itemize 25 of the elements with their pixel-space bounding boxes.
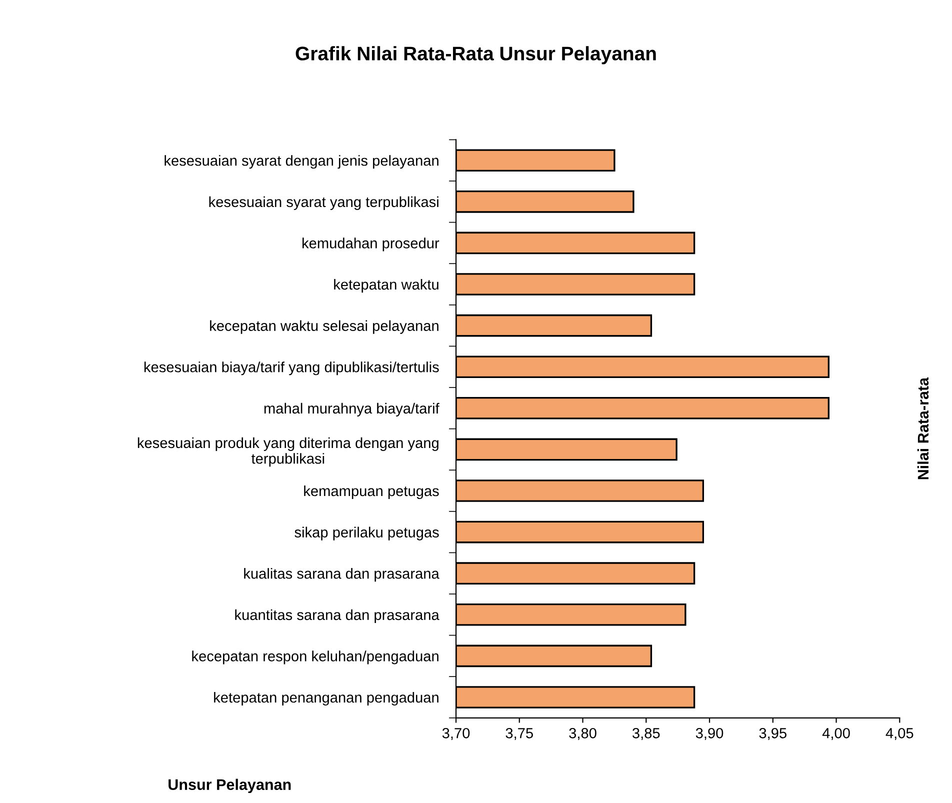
chart-title: Grafik Nilai Rata-Rata Unsur Pelayanan <box>296 46 656 64</box>
y-tick-label: kesesuaian biaya/tarif yang dipublikasi/tertulis <box>144 362 439 376</box>
y-tick-label: ketepatan penanganan pengaduan <box>214 692 438 706</box>
x-tick-label: 3,85 <box>632 728 660 740</box>
x-axis-title: Unsur Pelayanan <box>168 778 291 794</box>
x-tick-label: 3,75 <box>506 728 533 740</box>
y-tick-label: kesesuaian syarat dengan jenis pelayanan <box>164 155 438 169</box>
x-tick-label: 3,95 <box>759 728 786 740</box>
y-tick-label: ketepatan waktu <box>334 278 438 293</box>
x-tick-label: 4,00 <box>822 728 850 740</box>
x-tick-label: 3,70 <box>442 728 470 740</box>
y-tick-label: kemudahan prosedur <box>302 238 440 252</box>
y-tick-label: kuantitas sarana dan prasarana <box>235 609 440 623</box>
y-tick-label: kualitas sarana dan prasarana <box>244 568 440 582</box>
y-tick-label: sikap perilaku petugas <box>294 526 439 540</box>
y-tick-label: kecepatan waktu selesai pelayanan <box>210 320 438 334</box>
x-tick-label: 4,05 <box>886 728 914 740</box>
x-tick-label: 3,80 <box>569 728 596 740</box>
y-tick-label: kecepatan respon keluhan/pengaduan <box>192 650 438 664</box>
y-axis-title: Nilai Rata-rata <box>917 377 929 480</box>
x-tick-label: 3,90 <box>696 728 724 740</box>
y-tick-label: kemampuan petugas <box>304 485 439 500</box>
y-tick-label: kesesuaian syarat yang terpublikasi <box>209 196 438 210</box>
y-tick-label: mahal murahnya biaya/tarif <box>264 402 440 416</box>
y-tick-label: kesesuaian produk yang diterima dengan yang terpublikasi <box>138 437 438 467</box>
